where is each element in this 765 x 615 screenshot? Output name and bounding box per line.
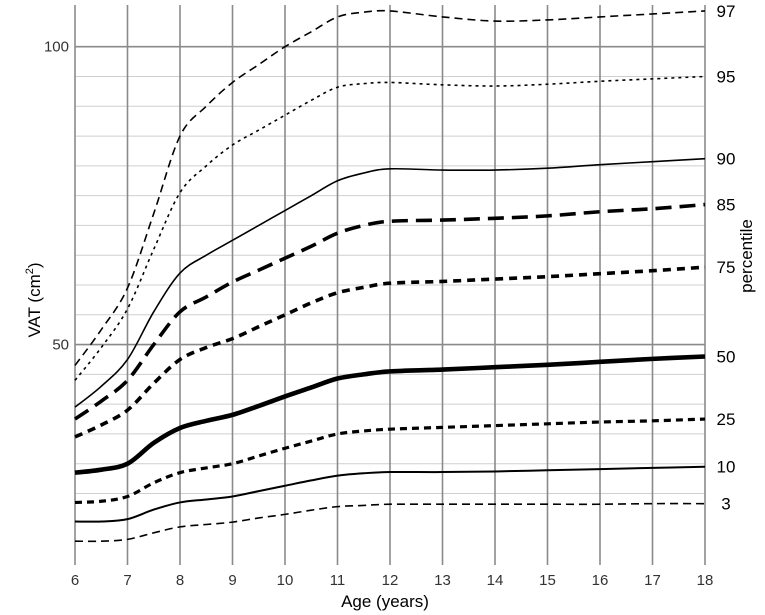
series-line-p97 (74, 9, 706, 366)
percentile-label-p10: 10 (717, 458, 736, 477)
y-axis-label-superscript: 2 (24, 268, 36, 274)
percentile-label-p3: 3 (721, 495, 730, 514)
percentile-curves (73, 9, 706, 543)
series-line-p3 (74, 502, 706, 543)
percentile-label-p50: 50 (717, 347, 736, 366)
right-axis-label: percentile (737, 219, 756, 293)
x-tick-label: 13 (434, 572, 451, 589)
x-tick-label: 11 (330, 572, 346, 589)
x-tick-label: 6 (71, 572, 79, 589)
x-tick-label: 12 (382, 572, 399, 589)
series-line-p10 (74, 465, 706, 523)
series-line-p25 (74, 417, 706, 505)
y-axis-label-close: ) (25, 262, 44, 268)
y-tick-label: 100 (44, 39, 69, 56)
y-tick-labels: 50 100 (44, 39, 69, 354)
series-line-p90 (74, 157, 706, 408)
x-tick-label: 16 (592, 572, 609, 589)
series-line-p95 (74, 75, 706, 381)
x-tick-label: 8 (176, 572, 184, 589)
percentile-label-p75: 75 (717, 258, 736, 277)
x-tick-label: 15 (539, 572, 556, 589)
percentile-label-p25: 25 (717, 410, 736, 429)
y-axis-label-main: VAT (cm (25, 274, 44, 337)
x-axis-label: Age (years) (341, 592, 429, 611)
percentile-label-p90: 90 (717, 150, 736, 169)
series-line-p85 (73, 202, 706, 421)
y-tick-label: 50 (52, 337, 69, 354)
x-tick-label: 18 (697, 572, 714, 589)
percentile-label-p97: 97 (717, 2, 736, 21)
percentile-label-p95: 95 (717, 67, 736, 86)
percentile-label-p85: 85 (717, 196, 736, 215)
x-tick-label: 9 (228, 572, 236, 589)
x-tick-label: 10 (277, 572, 294, 589)
y-axis-label: VAT (cm2) (24, 262, 44, 337)
series-line-p50 (74, 354, 706, 475)
percentile-labels: 97 95 90 85 75 50 25 10 3 (717, 2, 736, 514)
x-tick-label: 17 (644, 572, 661, 589)
x-tick-label: 14 (487, 572, 504, 589)
x-tick-labels: 6 7 8 9 10 11 12 13 14 15 16 17 18 (71, 572, 714, 589)
x-tick-label: 7 (123, 572, 131, 589)
